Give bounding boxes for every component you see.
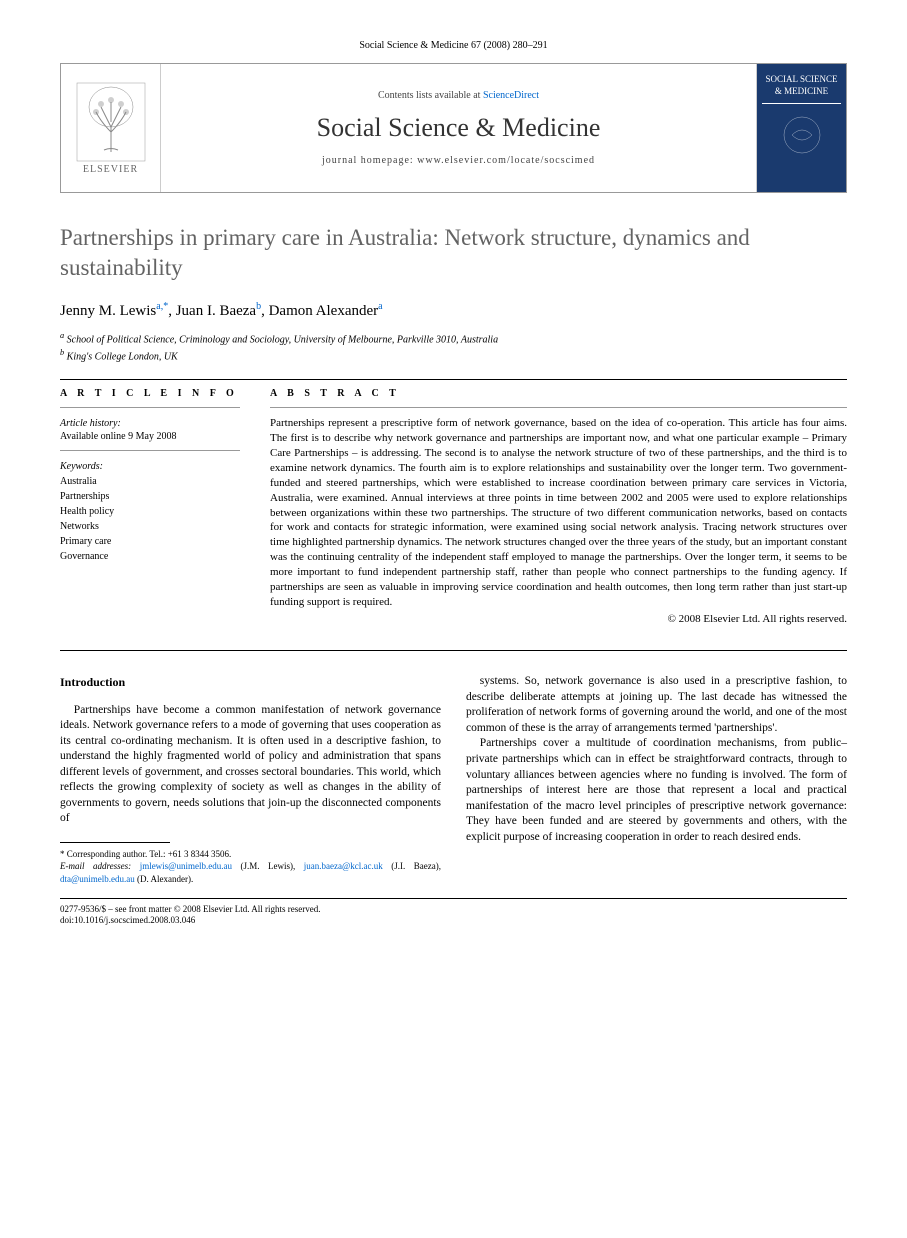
affiliation-text: School of Political Science, Criminology… bbox=[67, 334, 498, 345]
journal-cover-thumbnail: SOCIAL SCIENCE & MEDICINE bbox=[756, 64, 846, 192]
sciencedirect-link[interactable]: ScienceDirect bbox=[483, 90, 539, 101]
affiliation-text: King's College London, UK bbox=[67, 351, 178, 362]
abstract-copyright: © 2008 Elsevier Ltd. All rights reserved… bbox=[270, 613, 847, 625]
keywords-label: Keywords: bbox=[60, 461, 240, 472]
abstract-text: Partnerships represent a prescriptive fo… bbox=[270, 416, 847, 609]
history-text: Available online 9 May 2008 bbox=[60, 431, 240, 442]
journal-homepage-link[interactable]: journal homepage: www.elsevier.com/locat… bbox=[322, 155, 595, 166]
journal-header-box: ELSEVIER Contents lists available at Sci… bbox=[60, 63, 847, 193]
body-column-left: Introduction Partnerships have become a … bbox=[60, 674, 441, 885]
introduction-heading: Introduction bbox=[60, 674, 441, 690]
corresponding-author-block: * Corresponding author. Tel.: +61 3 8344… bbox=[60, 848, 441, 886]
cover-title: SOCIAL SCIENCE & MEDICINE bbox=[762, 74, 841, 104]
email-person: (D. Alexander) bbox=[137, 874, 191, 884]
contents-available-line: Contents lists available at ScienceDirec… bbox=[378, 90, 539, 101]
bottom-info: 0277-9536/$ – see front matter © 2008 El… bbox=[60, 904, 847, 927]
doi-line: doi:10.1016/j.socscimed.2008.03.046 bbox=[60, 915, 847, 927]
authors-line: Jenny M. Lewisa,*, Juan I. Baezab, Damon… bbox=[60, 301, 847, 320]
header-center: Contents lists available at ScienceDirec… bbox=[161, 64, 756, 192]
body-paragraph: systems. So, network governance is also … bbox=[466, 674, 847, 736]
info-divider bbox=[60, 407, 240, 408]
journal-reference: Social Science & Medicine 67 (2008) 280–… bbox=[60, 40, 847, 51]
keyword: Health policy bbox=[60, 504, 240, 519]
info-abstract-section: A R T I C L E I N F O Article history: A… bbox=[60, 388, 847, 625]
affiliation-sup: a bbox=[60, 331, 64, 340]
separator bbox=[60, 379, 847, 380]
author-sup: a,* bbox=[156, 301, 168, 312]
email-link[interactable]: jmlewis@unimelb.edu.au bbox=[140, 861, 232, 871]
history-label: Article history: bbox=[60, 418, 240, 429]
body-column-right: systems. So, network governance is also … bbox=[466, 674, 847, 885]
body-paragraph: Partnerships cover a multitude of coordi… bbox=[466, 736, 847, 845]
email-person: (J.M. Lewis) bbox=[240, 861, 293, 871]
info-divider bbox=[60, 450, 240, 451]
cover-art-icon bbox=[777, 110, 827, 160]
contents-prefix: Contents lists available at bbox=[378, 90, 483, 101]
corresponding-label: * Corresponding author. Tel.: +61 3 8344… bbox=[60, 848, 441, 861]
body-paragraph: Partnerships have become a common manife… bbox=[60, 703, 441, 827]
info-divider bbox=[270, 407, 847, 408]
author-name: Damon Alexander bbox=[269, 303, 379, 319]
abstract-heading: A B S T R A C T bbox=[270, 388, 847, 399]
abstract-column: A B S T R A C T Partnerships represent a… bbox=[270, 388, 847, 625]
publisher-logo-box: ELSEVIER bbox=[61, 64, 161, 192]
affiliations-block: a School of Political Science, Criminolo… bbox=[60, 330, 847, 365]
keyword: Partnerships bbox=[60, 489, 240, 504]
article-info-column: A R T I C L E I N F O Article history: A… bbox=[60, 388, 240, 625]
issn-line: 0277-9536/$ – see front matter © 2008 El… bbox=[60, 904, 847, 916]
affiliation-sup: b bbox=[60, 348, 64, 357]
keyword: Governance bbox=[60, 549, 240, 564]
article-title: Partnerships in primary care in Australi… bbox=[60, 223, 847, 283]
author-sup: b bbox=[256, 301, 261, 312]
emails-line: E-mail addresses: jmlewis@unimelb.edu.au… bbox=[60, 860, 441, 885]
footnote-separator bbox=[60, 842, 170, 843]
emails-label: E-mail addresses: bbox=[60, 861, 131, 871]
email-person: (J.I. Baeza) bbox=[391, 861, 438, 871]
keyword: Networks bbox=[60, 519, 240, 534]
separator bbox=[60, 650, 847, 651]
affiliation: b King's College London, UK bbox=[60, 347, 847, 364]
author-sup: a bbox=[378, 301, 382, 312]
keyword: Australia bbox=[60, 474, 240, 489]
author-name: Juan I. Baeza bbox=[176, 303, 256, 319]
affiliation: a School of Political Science, Criminolo… bbox=[60, 330, 847, 347]
author-name: Jenny M. Lewis bbox=[60, 303, 156, 319]
elsevier-tree-icon bbox=[76, 82, 146, 162]
keyword: Primary care bbox=[60, 534, 240, 549]
bottom-separator bbox=[60, 898, 847, 899]
email-link[interactable]: juan.baeza@kcl.ac.uk bbox=[304, 861, 383, 871]
journal-name: Social Science & Medicine bbox=[317, 113, 601, 143]
email-link[interactable]: dta@unimelb.edu.au bbox=[60, 874, 135, 884]
article-info-heading: A R T I C L E I N F O bbox=[60, 388, 240, 399]
body-columns: Introduction Partnerships have become a … bbox=[60, 674, 847, 885]
publisher-label: ELSEVIER bbox=[83, 164, 138, 175]
keywords-list: Australia Partnerships Health policy Net… bbox=[60, 474, 240, 564]
